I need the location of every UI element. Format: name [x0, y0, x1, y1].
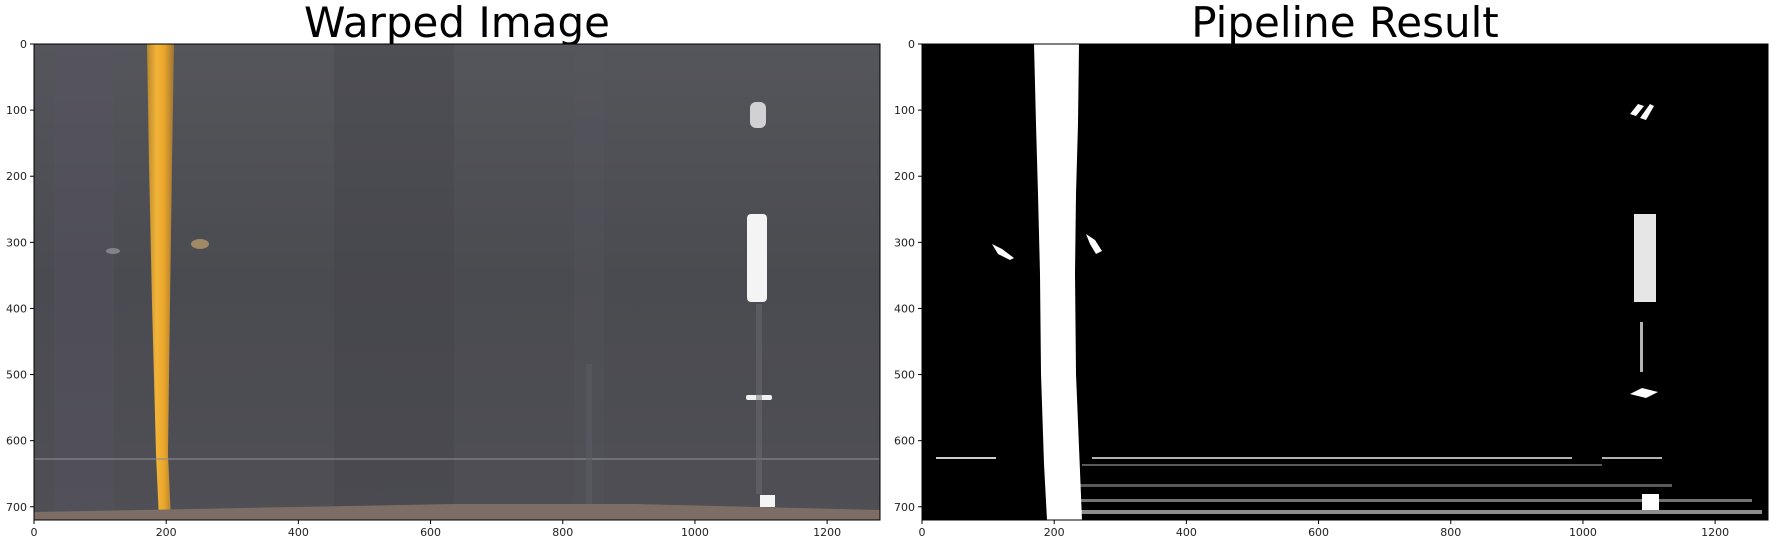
y-tick-label: 100	[894, 104, 915, 117]
y-tick-label: 200	[6, 170, 27, 183]
y-tick-label: 300	[894, 236, 915, 249]
x-tick-label: 400	[1176, 526, 1197, 539]
y-tick-label: 0	[20, 38, 27, 51]
x-tick-label: 800	[552, 526, 573, 539]
x-tick-label: 200	[156, 526, 177, 539]
x-tick-label: 200	[1044, 526, 1065, 539]
warped-road-image	[34, 44, 880, 520]
x-tick-label: 1000	[681, 526, 709, 539]
binary-lane-mask	[922, 44, 1768, 520]
y-tick-label: 500	[894, 369, 915, 382]
y-tick-label: 200	[894, 170, 915, 183]
x-tick-label: 800	[1440, 526, 1461, 539]
warped-image-panel	[34, 44, 880, 520]
x-tick-label: 0	[919, 526, 926, 539]
y-tick-label: 100	[6, 104, 27, 117]
warped-image-plot	[34, 44, 880, 520]
y-tick-label: 400	[6, 302, 27, 315]
left-panel-title: Warped Image	[304, 0, 610, 47]
x-tick-label: 1000	[1569, 526, 1597, 539]
pipeline-result-plot	[922, 44, 1768, 520]
pipeline-result-panel	[922, 44, 1768, 520]
x-tick-label: 1200	[1701, 526, 1729, 539]
y-tick-label: 700	[6, 501, 27, 514]
y-tick-label: 500	[6, 369, 27, 382]
x-tick-label: 600	[1308, 526, 1329, 539]
x-tick-label: 0	[31, 526, 38, 539]
y-tick-label: 0	[908, 38, 915, 51]
y-tick-label: 700	[894, 501, 915, 514]
x-tick-label: 600	[420, 526, 441, 539]
y-tick-label: 400	[894, 302, 915, 315]
x-tick-label: 1200	[813, 526, 841, 539]
y-tick-label: 600	[6, 435, 27, 448]
y-tick-label: 300	[6, 236, 27, 249]
y-tick-label: 600	[894, 435, 915, 448]
right-panel-title: Pipeline Result	[1191, 0, 1499, 47]
x-tick-label: 400	[288, 526, 309, 539]
